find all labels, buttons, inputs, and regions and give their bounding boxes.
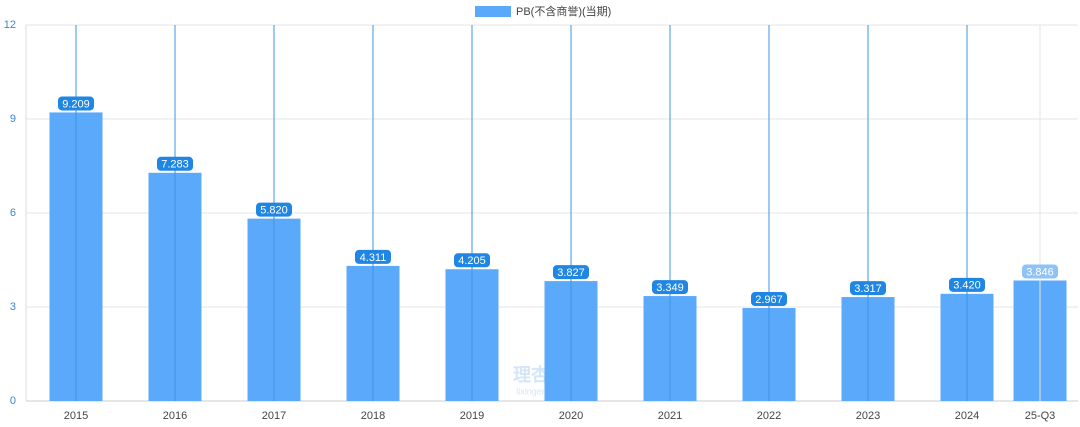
x-tick-label: 2022 — [757, 410, 781, 422]
value-label: 9.209 — [62, 98, 90, 110]
y-tick-label: 6 — [10, 207, 16, 219]
value-label-bg — [949, 277, 985, 292]
value-label: 3.317 — [854, 283, 882, 295]
value-label-bg — [652, 280, 688, 295]
legend-label: PB(不含商誉)(当期) — [516, 4, 611, 18]
value-label: 3.827 — [557, 267, 585, 279]
value-label: 3.846 — [1026, 266, 1054, 278]
value-label-bg — [1022, 264, 1058, 279]
value-label-bg — [553, 265, 589, 280]
x-tick-label: 2019 — [460, 410, 484, 422]
value-label-bg — [256, 202, 292, 217]
y-tick-label: 0 — [10, 395, 16, 407]
value-label: 3.420 — [953, 280, 981, 292]
value-label: 5.820 — [260, 205, 288, 217]
y-tick-label: 3 — [10, 301, 16, 313]
value-label-bg — [751, 292, 787, 307]
x-tick-label: 2016 — [163, 410, 187, 422]
x-tick-label: 2021 — [658, 410, 682, 422]
value-label: 2.967 — [755, 294, 783, 306]
legend-swatch — [475, 6, 511, 17]
x-tick-label: 2015 — [64, 410, 88, 422]
value-label-bg — [454, 253, 490, 268]
value-label-bg — [850, 281, 886, 296]
x-tick-label: 25-Q3 — [1025, 410, 1056, 422]
value-label: 4.311 — [360, 252, 387, 264]
value-label-bg — [157, 156, 193, 171]
value-label-bg — [58, 96, 94, 111]
x-tick-label: 2024 — [955, 410, 979, 422]
x-tick-label: 2017 — [262, 410, 286, 422]
value-label-bg — [355, 249, 391, 264]
x-tick-label: 2018 — [361, 410, 385, 422]
value-label: 3.349 — [656, 282, 684, 294]
x-tick-label: 2020 — [559, 410, 583, 422]
value-label: 7.283 — [161, 159, 189, 171]
x-tick-label: 2023 — [856, 410, 880, 422]
watermark-sub: lixinger.com — [516, 386, 564, 396]
value-label: 4.205 — [458, 255, 486, 267]
y-tick-label: 12 — [4, 19, 16, 31]
y-tick-label: 9 — [10, 113, 16, 125]
